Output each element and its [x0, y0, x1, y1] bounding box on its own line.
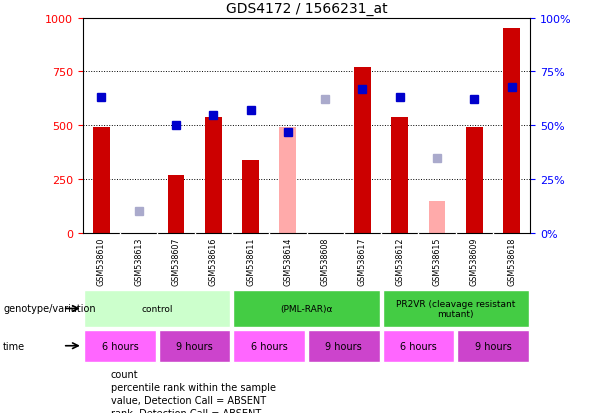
FancyBboxPatch shape [84, 330, 156, 362]
Text: GSM538617: GSM538617 [358, 237, 367, 285]
Text: GSM538608: GSM538608 [321, 237, 330, 285]
Bar [391, 117, 408, 233]
FancyBboxPatch shape [457, 330, 529, 362]
Bar [242, 160, 259, 233]
Text: 6 hours: 6 hours [400, 341, 436, 351]
Text: time: time [3, 341, 25, 351]
Text: GSM538611: GSM538611 [246, 237, 255, 285]
Text: GSM538607: GSM538607 [172, 237, 180, 285]
Text: 9 hours: 9 hours [474, 341, 511, 351]
Bar [428, 201, 446, 233]
Text: GSM538610: GSM538610 [97, 237, 106, 285]
Text: genotype/variation: genotype/variation [3, 304, 96, 314]
Text: percentile rank within the sample: percentile rank within the sample [111, 382, 276, 392]
Text: 6 hours: 6 hours [251, 341, 287, 351]
Bar [205, 117, 222, 233]
FancyBboxPatch shape [308, 330, 379, 362]
Bar [503, 29, 520, 233]
Text: GSM538615: GSM538615 [433, 237, 441, 285]
Text: GSM538613: GSM538613 [134, 237, 143, 285]
Text: 9 hours: 9 hours [326, 341, 362, 351]
FancyBboxPatch shape [383, 291, 529, 327]
Text: GSM538614: GSM538614 [283, 237, 292, 285]
Text: 6 hours: 6 hours [102, 341, 139, 351]
Title: GDS4172 / 1566231_at: GDS4172 / 1566231_at [226, 2, 387, 16]
FancyBboxPatch shape [234, 330, 305, 362]
Text: GSM538609: GSM538609 [470, 237, 479, 285]
Text: (PML-RAR)α: (PML-RAR)α [280, 304, 333, 313]
Bar [280, 128, 296, 233]
FancyBboxPatch shape [84, 291, 230, 327]
Text: PR2VR (cleavage resistant
mutant): PR2VR (cleavage resistant mutant) [396, 299, 516, 318]
Text: control: control [142, 304, 173, 313]
Text: GSM538618: GSM538618 [507, 237, 516, 285]
Text: 9 hours: 9 hours [177, 341, 213, 351]
Bar [167, 176, 185, 233]
FancyBboxPatch shape [159, 330, 230, 362]
FancyBboxPatch shape [234, 291, 379, 327]
FancyBboxPatch shape [383, 330, 454, 362]
Bar [354, 68, 371, 233]
Bar [93, 128, 110, 233]
Text: count: count [111, 369, 139, 379]
Text: value, Detection Call = ABSENT: value, Detection Call = ABSENT [111, 395, 266, 405]
Text: GSM538612: GSM538612 [395, 237, 404, 285]
Text: rank, Detection Call = ABSENT: rank, Detection Call = ABSENT [111, 408, 261, 413]
Bar [466, 128, 482, 233]
Text: GSM538616: GSM538616 [209, 237, 218, 285]
